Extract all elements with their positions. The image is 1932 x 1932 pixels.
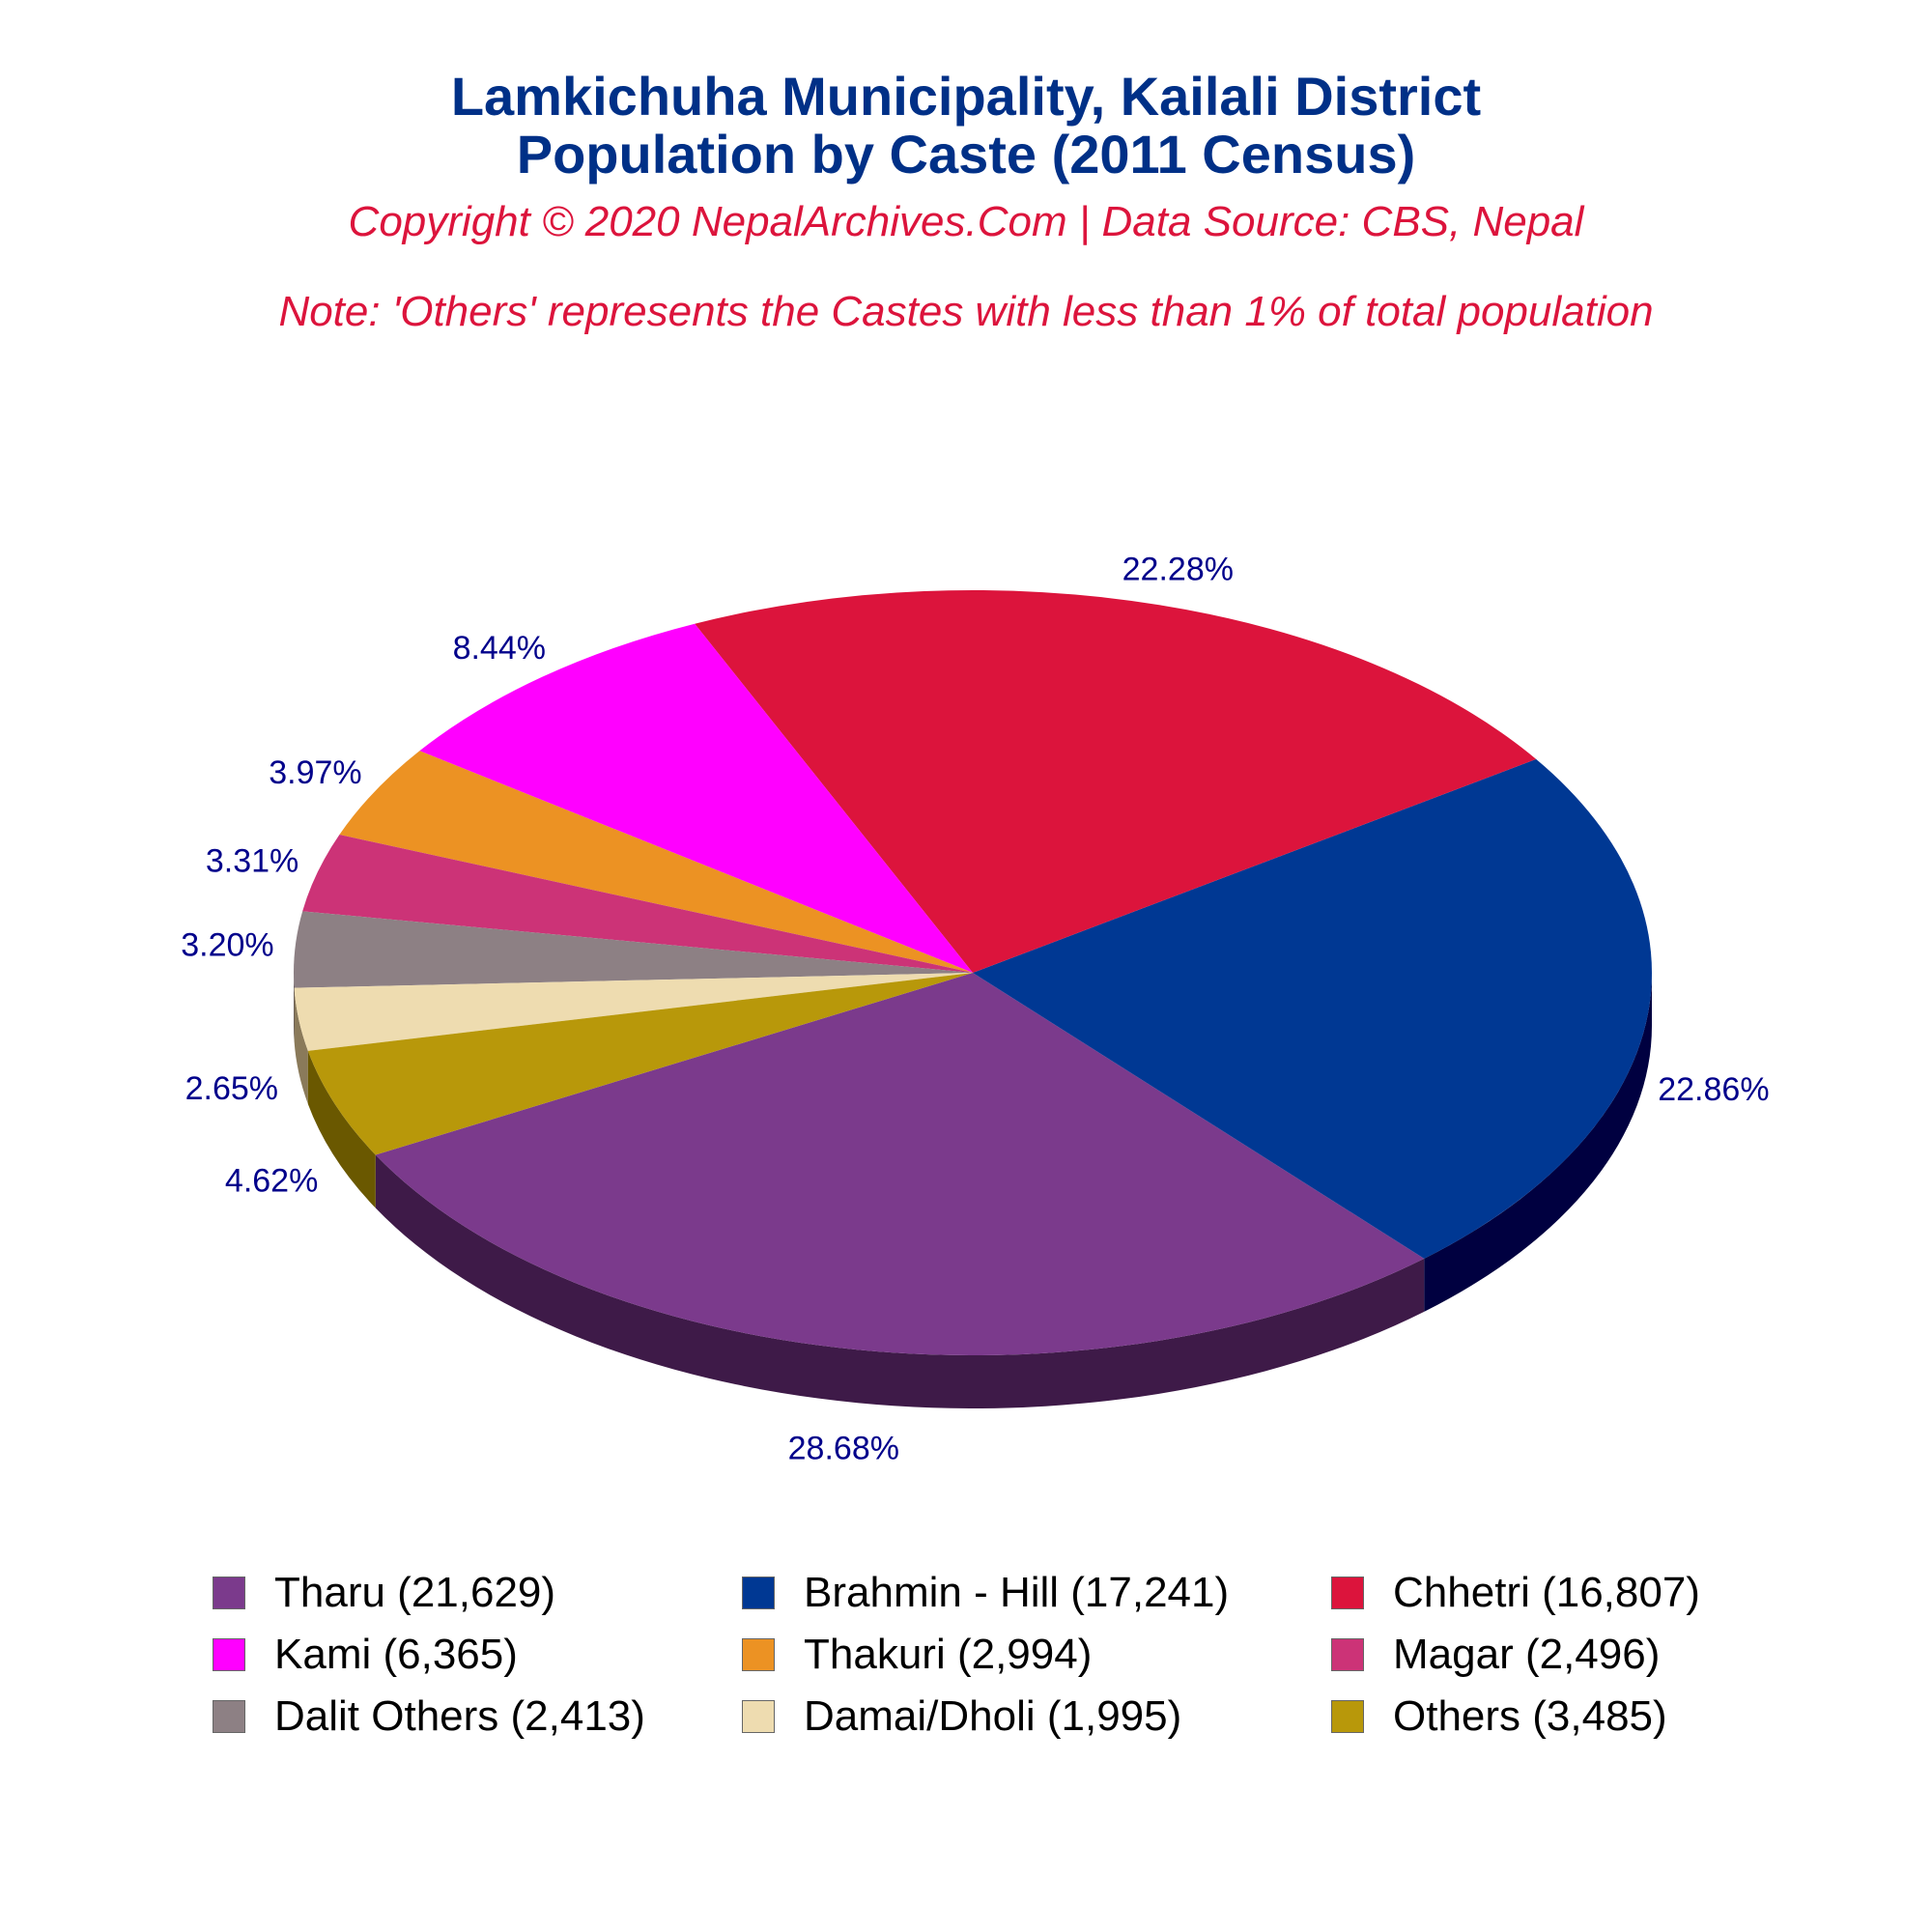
percent-label-kami: 8.44% bbox=[453, 630, 546, 667]
legend-swatch bbox=[213, 1638, 245, 1671]
percent-label-thakuri: 3.97% bbox=[269, 754, 361, 791]
percent-label-brahmin-hill: 22.86% bbox=[1658, 1071, 1769, 1108]
chart-subtitle: Population by Caste (2011 Census) bbox=[516, 124, 1416, 185]
copyright-text: Copyright © 2020 NepalArchives.Com | Dat… bbox=[348, 198, 1584, 245]
chart-title: Lamkichuha Municipality, Kailali Distric… bbox=[450, 66, 1482, 127]
percent-label-tharu: 28.68% bbox=[788, 1430, 899, 1466]
legend-swatch bbox=[1331, 1638, 1364, 1671]
legend-item-damai-dholi: Damai/Dholi (1,995) bbox=[742, 1689, 1331, 1745]
slice-side-dalit-others bbox=[294, 973, 295, 1041]
chart-legend: Tharu (21,629) Brahmin - Hill (17,241) Chh… bbox=[213, 1565, 1797, 1745]
legend-label: Dalit Others (2,413) bbox=[274, 1692, 645, 1740]
legend-label: Damai/Dholi (1,995) bbox=[804, 1692, 1182, 1740]
legend-swatch bbox=[742, 1577, 775, 1609]
legend-label: Tharu (21,629) bbox=[274, 1569, 556, 1616]
slice-side-brahmin-hill bbox=[1424, 973, 1652, 1312]
legend-label: Chhetri (16,807) bbox=[1393, 1569, 1700, 1616]
slice-damai-dholi bbox=[294, 973, 974, 1051]
slice-side-tharu bbox=[375, 1154, 1425, 1408]
legend-swatch bbox=[213, 1700, 245, 1733]
legend-swatch bbox=[213, 1577, 245, 1609]
legend-item-dalit-others: Dalit Others (2,413) bbox=[213, 1689, 742, 1745]
slice-thakuri bbox=[339, 751, 973, 973]
legend-swatch bbox=[1331, 1700, 1364, 1733]
legend-label: Magar (2,496) bbox=[1393, 1631, 1661, 1678]
note-text: Note: 'Others' represents the Castes wit… bbox=[278, 288, 1654, 335]
legend-label: Brahmin - Hill (17,241) bbox=[804, 1569, 1230, 1616]
percent-label-dalit-others: 3.20% bbox=[181, 927, 273, 964]
slice-brahmin-hill bbox=[973, 758, 1652, 1259]
percent-label-damai-dholi: 2.65% bbox=[185, 1070, 278, 1107]
legend-item-thakuri: Thakuri (2,994) bbox=[742, 1627, 1331, 1683]
slice-magar bbox=[302, 835, 973, 973]
legend-swatch bbox=[1331, 1577, 1364, 1609]
percent-label-chhetri: 22.28% bbox=[1122, 552, 1234, 588]
slice-others bbox=[307, 973, 974, 1155]
legend-swatch bbox=[742, 1700, 775, 1733]
legend-item-others: Others (3,485) bbox=[1331, 1689, 1795, 1745]
slice-side-others bbox=[307, 1050, 376, 1208]
percent-label-magar: 3.31% bbox=[206, 843, 298, 880]
legend-label: Thakuri (2,994) bbox=[804, 1631, 1093, 1678]
slice-dalit-others bbox=[294, 911, 973, 988]
legend-label: Kami (6,365) bbox=[274, 1631, 518, 1678]
slice-tharu bbox=[375, 973, 1425, 1355]
slice-side-damai-dholi bbox=[294, 987, 308, 1104]
percent-label-others: 4.62% bbox=[225, 1162, 318, 1199]
slice-kami bbox=[419, 623, 973, 973]
legend-swatch bbox=[742, 1638, 775, 1671]
legend-item-tharu: Tharu (21,629) bbox=[213, 1565, 742, 1621]
legend-item-magar: Magar (2,496) bbox=[1331, 1627, 1795, 1683]
legend-item-brahmin-hill: Brahmin - Hill (17,241) bbox=[742, 1565, 1331, 1621]
legend-item-kami: Kami (6,365) bbox=[213, 1627, 742, 1683]
slice-chhetri bbox=[695, 590, 1537, 973]
legend-item-chhetri: Chhetri (16,807) bbox=[1331, 1565, 1795, 1621]
legend-label: Others (3,485) bbox=[1393, 1692, 1667, 1740]
